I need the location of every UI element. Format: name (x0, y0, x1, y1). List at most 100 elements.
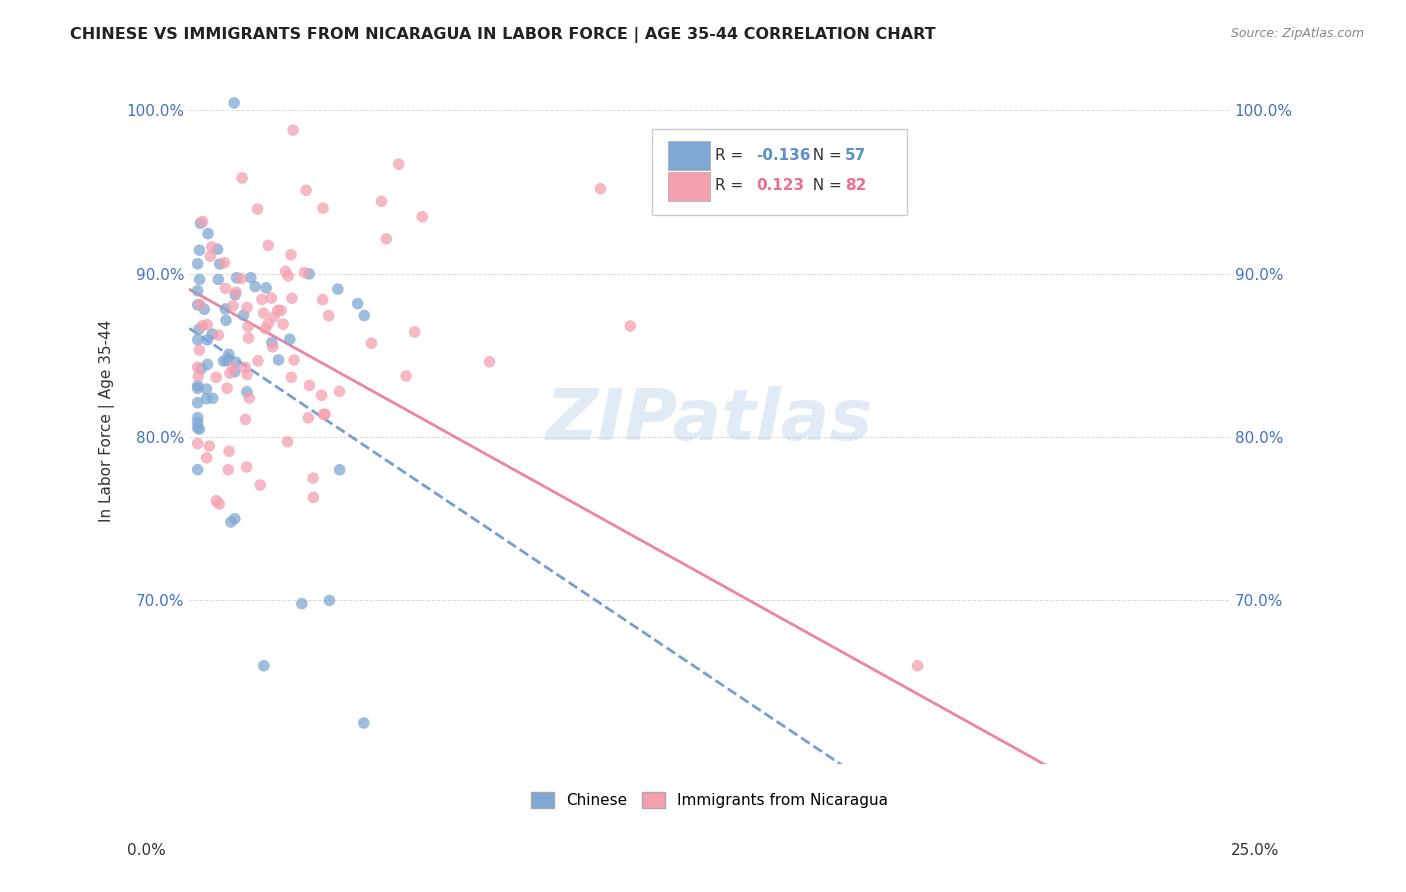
Text: ZIPatlas: ZIPatlas (546, 386, 873, 455)
Point (236, 319, 259, 334)
Point (283, 353, 305, 368)
Point (277, 434, 299, 449)
Point (370, 194, 392, 209)
Point (187, 284, 209, 298)
Point (193, 302, 215, 317)
Point (215, 353, 238, 368)
Point (278, 332, 301, 346)
Text: 25.0%: 25.0% (1232, 843, 1279, 858)
Point (236, 368, 259, 382)
Point (215, 313, 238, 327)
Point (187, 323, 209, 337)
Point (208, 257, 231, 271)
Point (589, 182, 612, 196)
Point (205, 493, 228, 508)
Point (302, 491, 325, 505)
Point (271, 317, 294, 331)
Point (214, 281, 236, 295)
Point (238, 391, 260, 405)
Point (224, 95, 246, 110)
Point (253, 306, 276, 320)
Point (188, 297, 211, 311)
Point (191, 214, 214, 228)
Point (219, 515, 242, 529)
Point (197, 357, 219, 371)
Point (298, 267, 321, 281)
Point (214, 301, 236, 316)
Point (249, 478, 271, 492)
Point (388, 157, 411, 171)
Text: 82: 82 (845, 178, 866, 194)
Point (187, 298, 209, 312)
Point (224, 287, 246, 301)
Text: R =: R = (714, 178, 748, 194)
Point (190, 216, 212, 230)
Point (187, 360, 209, 375)
Point (187, 463, 209, 477)
Point (375, 232, 398, 246)
Point (224, 365, 246, 379)
FancyBboxPatch shape (652, 129, 907, 215)
Point (201, 240, 224, 254)
Point (190, 362, 212, 376)
Text: -0.136: -0.136 (756, 148, 811, 163)
Point (411, 210, 433, 224)
Point (246, 354, 269, 368)
Point (222, 360, 245, 375)
Text: 0.123: 0.123 (756, 178, 804, 194)
Point (229, 271, 252, 285)
Point (205, 370, 228, 384)
Point (201, 327, 224, 342)
Point (239, 270, 262, 285)
Point (188, 243, 211, 257)
Point (260, 291, 283, 305)
Point (191, 318, 214, 333)
Point (214, 256, 236, 270)
Point (314, 407, 336, 421)
Point (197, 333, 219, 347)
Point (353, 309, 375, 323)
Point (312, 408, 335, 422)
Point (263, 310, 285, 324)
Point (225, 285, 247, 300)
Point (360, 336, 382, 351)
Point (187, 333, 209, 347)
Point (280, 370, 302, 384)
Point (298, 378, 321, 392)
Legend: Chinese, Immigrants from Nicaragua: Chinese, Immigrants from Nicaragua (524, 787, 894, 814)
Point (246, 202, 269, 216)
Point (404, 325, 426, 339)
Point (218, 347, 240, 361)
Point (188, 343, 211, 358)
Point (254, 321, 277, 335)
Point (218, 444, 240, 458)
FancyBboxPatch shape (668, 141, 710, 170)
Point (281, 123, 304, 137)
Point (250, 293, 273, 307)
Point (195, 392, 218, 406)
Point (187, 381, 209, 395)
Point (195, 382, 218, 396)
Point (294, 266, 316, 280)
Point (236, 301, 259, 315)
Point (208, 497, 231, 511)
Point (907, 658, 929, 673)
Text: CHINESE VS IMMIGRANTS FROM NICARAGUA IN LABOR FORCE | AGE 35-44 CORRELATION CHAR: CHINESE VS IMMIGRANTS FROM NICARAGUA IN … (70, 27, 936, 43)
Text: 0.0%: 0.0% (127, 843, 166, 858)
Point (215, 381, 238, 395)
Point (260, 335, 283, 350)
Point (219, 366, 242, 380)
Point (328, 384, 350, 399)
Point (224, 511, 246, 525)
Point (277, 268, 299, 283)
Point (187, 257, 209, 271)
Point (207, 242, 229, 256)
Point (619, 318, 641, 333)
Point (267, 303, 290, 318)
Point (233, 360, 256, 375)
Point (312, 293, 335, 307)
Point (257, 317, 280, 331)
Point (187, 378, 209, 392)
Point (243, 279, 266, 293)
Point (353, 715, 375, 730)
